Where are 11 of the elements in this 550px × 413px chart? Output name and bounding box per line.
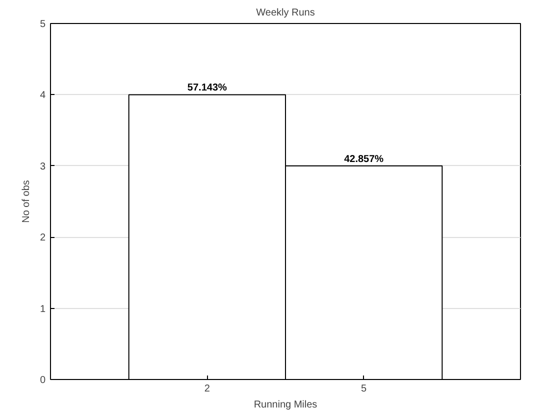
y-axis-title: No of obs: [20, 180, 32, 223]
chart-title: Weekly Runs: [256, 8, 315, 18]
y-tick-label: 2: [40, 232, 46, 244]
y-tick-label: 4: [40, 90, 46, 102]
y-tick-label: 5: [40, 19, 46, 30]
annotation: 57.143%: [187, 82, 228, 94]
annotation: 42.857%: [344, 154, 384, 165]
y-tick-label: 0: [40, 375, 46, 386]
y-tick-label: 3: [40, 161, 46, 172]
y-tick-label: 1: [40, 304, 46, 315]
x-axis-title: Running Miles: [254, 400, 318, 410]
